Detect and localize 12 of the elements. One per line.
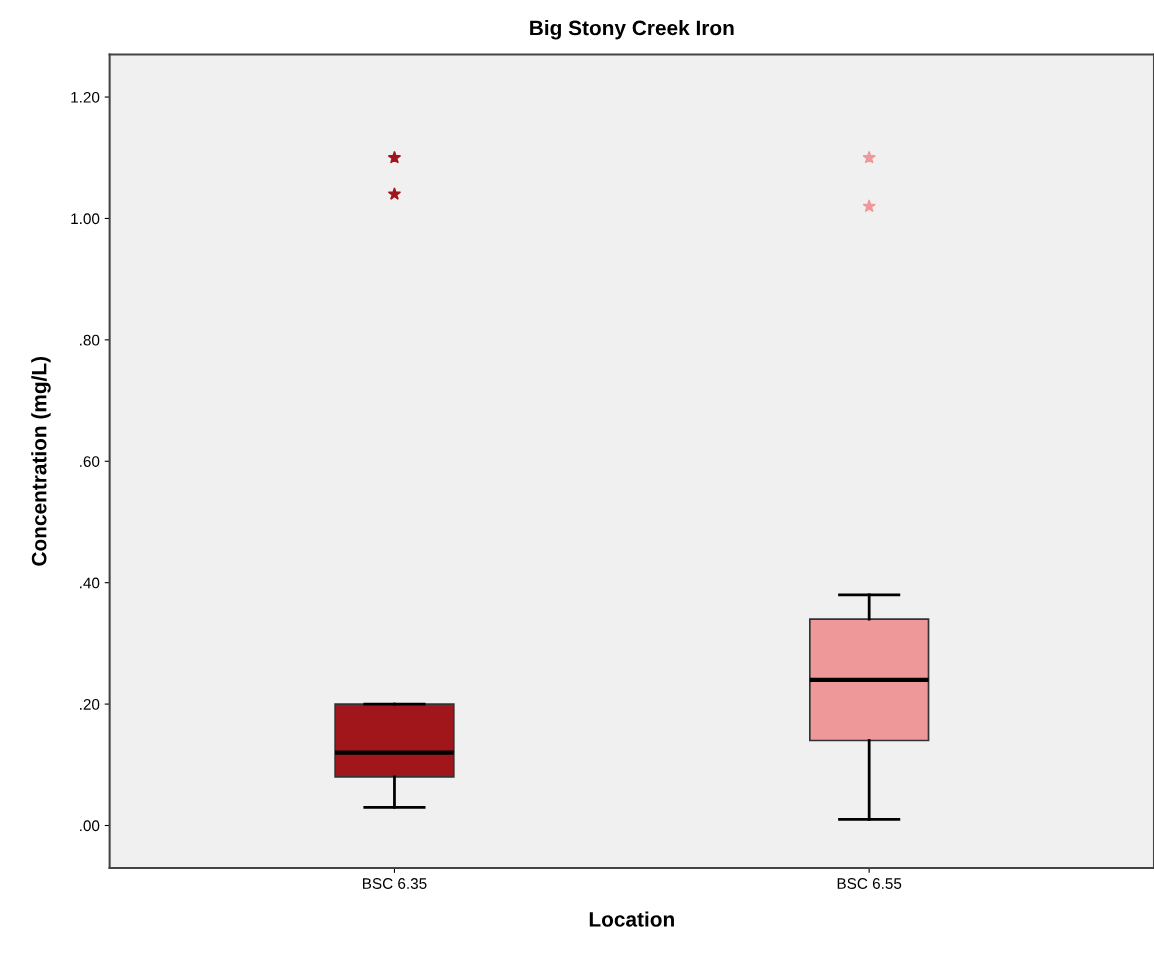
y-axis-title: Concentration (mg/L) <box>31 356 51 566</box>
y-tick-label: .80 <box>80 334 100 346</box>
x-axis-title: Location <box>589 911 674 927</box>
y-tick-label: 1.20 <box>71 91 100 103</box>
y-tick-label: .00 <box>80 820 100 832</box>
y-tick-label: .20 <box>80 698 100 710</box>
x-tick-label: BSC 6.55 <box>837 878 902 889</box>
y-tick-label: 1.00 <box>71 213 100 225</box>
y-tick-label: .40 <box>80 577 100 589</box>
y-tick-label: .60 <box>80 456 100 467</box>
x-tick-label: BSC 6.35 <box>363 878 427 889</box>
chart-title: Big Stony Creek Iron <box>530 20 734 40</box>
